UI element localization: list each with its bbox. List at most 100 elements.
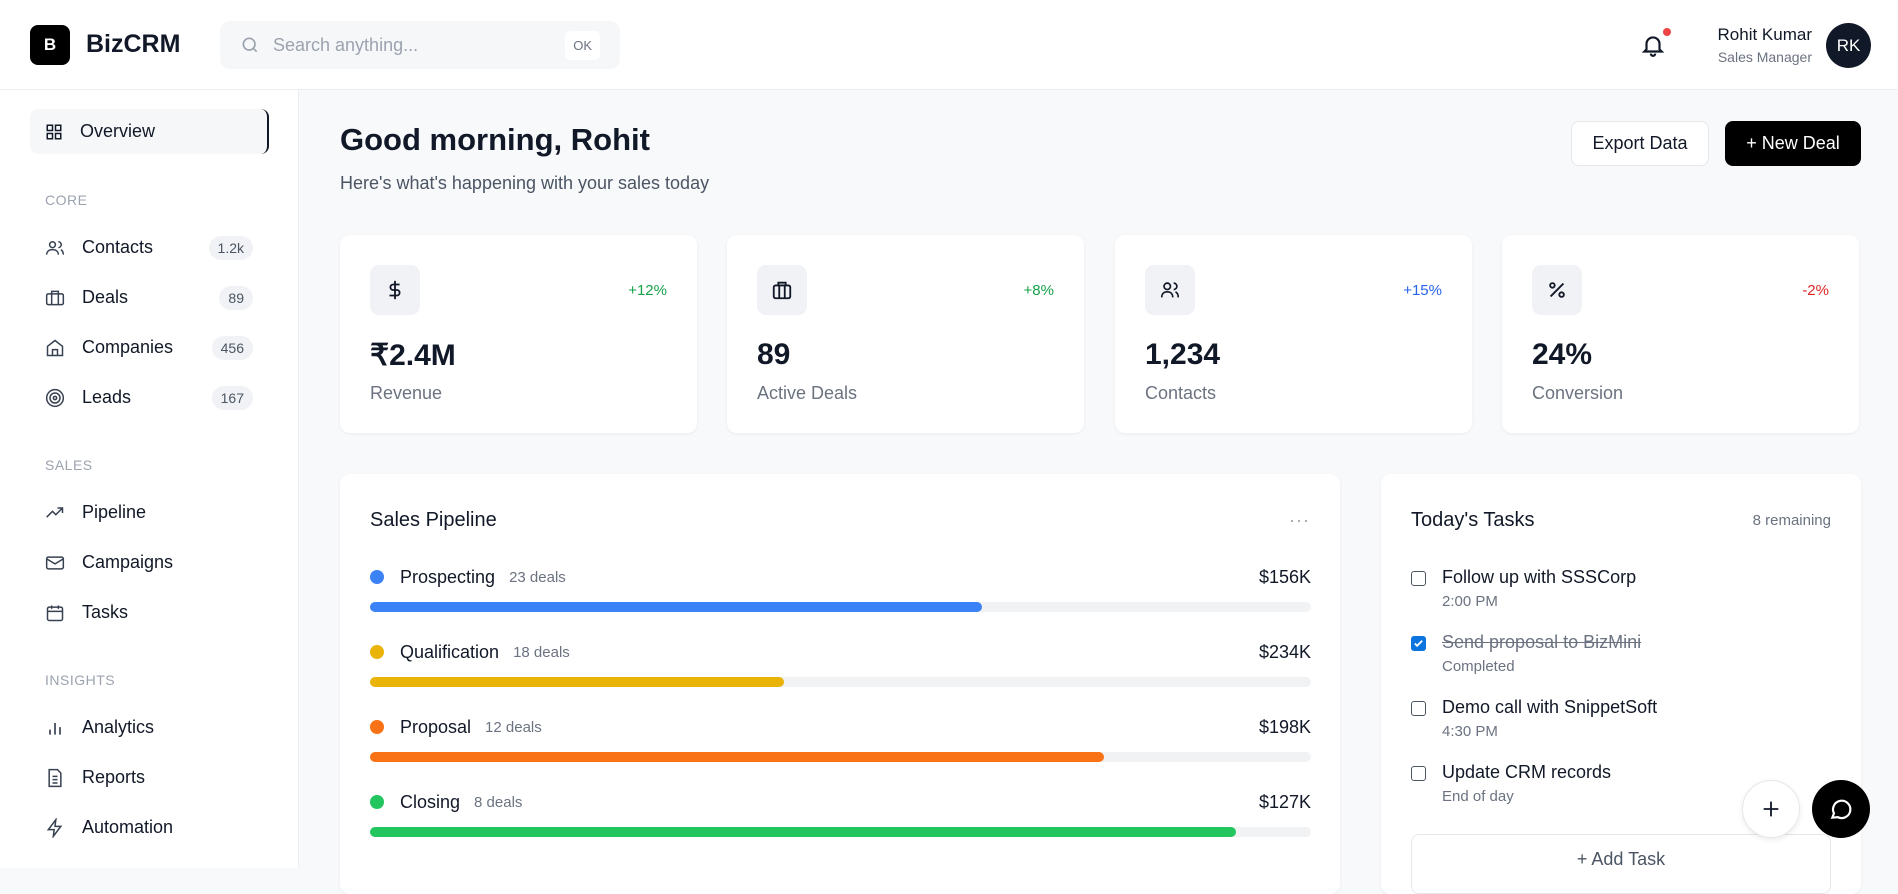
section-sales: SALES (45, 457, 93, 473)
chat-fab-button[interactable] (1812, 780, 1870, 838)
search-shortcut: OK (565, 30, 600, 60)
task-checkbox[interactable] (1411, 636, 1426, 651)
task-time: Completed (1442, 658, 1515, 675)
file-text-icon (48, 768, 62, 787)
card-title: Today's Tasks (1411, 509, 1535, 531)
stat-card-revenue[interactable]: +12% ₹2.4M Revenue (340, 235, 697, 433)
stat-card-contacts[interactable]: +15% 1,234 Contacts (1115, 235, 1472, 433)
sidebar: Overview CORE Contacts 1.2k Deals 89 Com… (0, 90, 299, 868)
sidebar-item-analytics[interactable]: Analytics (30, 705, 269, 750)
task-title: Update CRM records (1442, 762, 1612, 782)
user-info[interactable]: Rohit Kumar Sales Manager (1718, 25, 1812, 65)
home-icon (46, 339, 64, 356)
stat-card-active-deals[interactable]: +8% 89 Active Deals (727, 235, 1084, 433)
mail-icon (45, 555, 65, 570)
count-badge: 89 (219, 285, 253, 310)
search-placeholder: Search anything... (273, 34, 419, 55)
task-item[interactable]: Demo call with SnippetSoft 4:30 PM (1411, 697, 1657, 740)
user-role: Sales Manager (1717, 49, 1812, 65)
count-badge: 1.2k (208, 235, 253, 260)
stat-card-conversion[interactable]: -2% 24% Conversion (1502, 235, 1859, 433)
stage-deal-count: 8 deals (474, 793, 523, 811)
pipeline-stage[interactable]: Qualification 18 deals $234K (370, 640, 1311, 687)
progress-track (370, 827, 1311, 837)
stage-dot (370, 795, 384, 809)
top-header: B BizCRM Search anything... OK Rohit Kum… (0, 0, 1898, 90)
sidebar-item-label: Tasks (82, 602, 129, 622)
page-title: Good morning, Rohit (340, 122, 650, 157)
stat-label: Active Deals (757, 383, 858, 403)
count-badge: 167 (211, 385, 253, 410)
sidebar-item-leads[interactable]: Leads 167 (30, 375, 269, 420)
progress-fill (370, 677, 785, 687)
task-title: Demo call with SnippetSoft (1442, 697, 1658, 717)
progress-track (370, 752, 1311, 762)
more-icon[interactable]: ··· (1289, 510, 1310, 530)
pipeline-stage[interactable]: Closing 8 deals $127K (370, 790, 1311, 837)
stat-change: +12% (628, 282, 667, 299)
stage-dot (370, 645, 384, 659)
sidebar-item-reports[interactable]: Reports (30, 755, 269, 800)
stage-name: Qualification (400, 641, 500, 662)
users-icon (1160, 282, 1180, 298)
stat-label: Revenue (370, 383, 443, 403)
section-insights: INSIGHTS (45, 672, 116, 688)
export-data-button[interactable]: Export Data (1571, 121, 1709, 166)
target-icon (45, 388, 65, 407)
brand-name: BizCRM (86, 30, 181, 58)
percent-icon (1549, 282, 1565, 298)
stage-name: Proposal (400, 716, 472, 737)
search-icon (242, 37, 258, 53)
stage-name: Prospecting (400, 566, 496, 587)
bar-chart-icon (49, 722, 61, 735)
sidebar-item-label: Automation (82, 817, 174, 837)
sidebar-item-label: Leads (82, 387, 132, 407)
sidebar-item-automation[interactable]: Automation (30, 805, 269, 850)
logo-letter: B (43, 35, 57, 54)
sidebar-item-deals[interactable]: Deals 89 (30, 275, 269, 320)
sidebar-item-campaigns[interactable]: Campaigns (30, 540, 269, 585)
task-checkbox[interactable] (1411, 766, 1426, 781)
progress-fill (370, 827, 1236, 837)
task-time: End of day (1442, 788, 1514, 805)
stat-value: ₹2.4M (370, 339, 456, 372)
check-icon (1414, 640, 1423, 648)
stage-amount: $234K (1258, 641, 1311, 662)
sidebar-item-companies[interactable]: Companies 456 (30, 325, 269, 370)
search-input[interactable]: Search anything... OK (220, 21, 620, 69)
task-checkbox[interactable] (1411, 701, 1426, 716)
card-title: Sales Pipeline (370, 509, 497, 531)
add-fab-button[interactable] (1742, 780, 1800, 838)
sidebar-item-tasks[interactable]: Tasks (30, 590, 269, 635)
avatar[interactable]: RK (1826, 23, 1871, 68)
sidebar-item-contacts[interactable]: Contacts 1.2k (30, 225, 269, 270)
progress-track (370, 677, 1311, 687)
pipeline-stage[interactable]: Proposal 12 deals $198K (370, 715, 1311, 762)
page-subtitle: Here's what's happening with your sales … (340, 173, 710, 193)
pipeline-stage[interactable]: Prospecting 23 deals $156K (370, 565, 1311, 612)
logo[interactable]: B (30, 25, 70, 65)
task-item[interactable]: Follow up with SSSCorp 2:00 PM (1411, 567, 1636, 610)
sidebar-item-overview[interactable]: Overview (30, 109, 269, 154)
stage-dot (370, 720, 384, 734)
sidebar-item-label: Contacts (82, 237, 154, 257)
stat-label: Contacts (1145, 383, 1217, 403)
task-item[interactable]: Send proposal to BizMini Completed (1411, 632, 1641, 675)
task-item[interactable]: Update CRM records End of day (1411, 762, 1611, 805)
plus-icon (1763, 801, 1779, 817)
stage-amount: $198K (1258, 716, 1311, 737)
user-name: Rohit Kumar (1717, 25, 1812, 44)
calendar-icon (46, 605, 64, 621)
dollar-icon (389, 280, 401, 300)
sidebar-item-pipeline[interactable]: Pipeline (30, 490, 269, 535)
grid-icon (46, 124, 62, 139)
task-checkbox[interactable] (1411, 571, 1426, 586)
stat-value: 89 (757, 338, 791, 371)
task-time: 4:30 PM (1442, 723, 1498, 740)
add-task-button[interactable]: + Add Task (1411, 834, 1831, 894)
bell-icon[interactable] (1640, 32, 1666, 58)
task-title: Follow up with SSSCorp (1442, 567, 1637, 587)
sidebar-item-label: Deals (82, 287, 129, 307)
new-deal-button[interactable]: + New Deal (1725, 121, 1861, 166)
stage-deal-count: 12 deals (485, 718, 542, 736)
